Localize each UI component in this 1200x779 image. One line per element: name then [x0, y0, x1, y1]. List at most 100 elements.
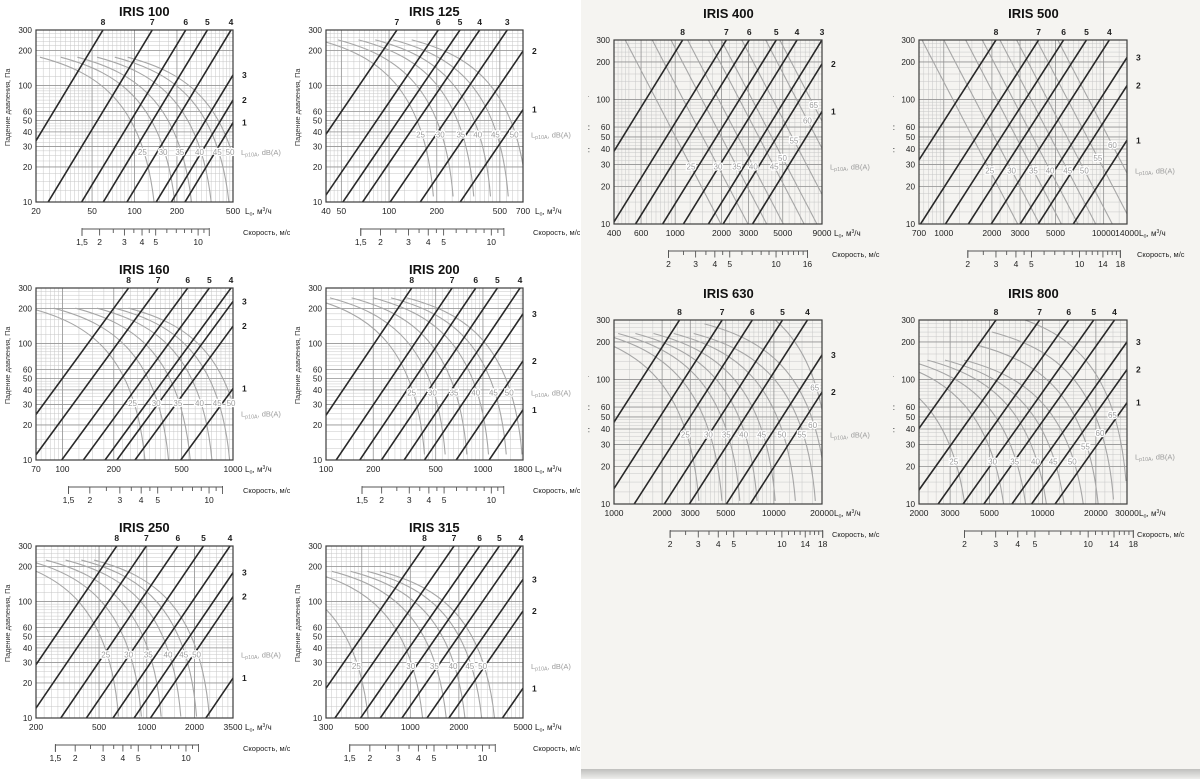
damper-position-label: 5: [1084, 27, 1089, 37]
velocity-tick-label: 2: [666, 259, 671, 269]
y-tick-label: 20: [601, 183, 611, 192]
damper-position-label: 1: [532, 405, 537, 415]
chart-title: IRIS 160: [119, 262, 170, 277]
damper-position-label: 5: [495, 275, 500, 285]
damper-position-label: 2: [532, 356, 537, 366]
damper-position-lines: [614, 320, 822, 504]
x-tick-label: 500: [493, 206, 507, 216]
velocity-tick-label: 2: [97, 237, 102, 247]
noise-level-label: 40: [164, 651, 173, 660]
pressure-axis-label: Падение давления, Па: [3, 68, 12, 147]
noise-level-label: 25: [687, 162, 696, 171]
x-tick-label: 2000: [449, 722, 468, 732]
noise-level-label: 55: [1093, 154, 1102, 163]
damper-position-label: 5: [497, 533, 502, 543]
noise-level-label: 30: [159, 148, 168, 157]
y-tick-label: 30: [906, 441, 916, 450]
noise-level-label: 65: [809, 101, 818, 110]
noise-unit-label: Lp10A, dB(A): [241, 410, 281, 421]
y-tick-label: 50: [23, 633, 33, 642]
noise-unit-label: Lp10A, dB(A): [531, 130, 571, 141]
x-tick-label: 50: [337, 206, 347, 216]
noise-level-label: 60: [1096, 429, 1105, 438]
velocity-tick-label: 1,5: [356, 495, 368, 505]
x-tick-label: 100: [127, 206, 141, 216]
plot-border: [325, 287, 524, 461]
velocity-tick-label: 5: [441, 237, 446, 247]
x-tick-label: 3000: [681, 508, 700, 518]
damper-position-label: 7: [150, 17, 155, 27]
y-tick-label: 10: [23, 456, 33, 465]
damper-position-label: 4: [1112, 307, 1117, 317]
damper-position-label: 7: [450, 275, 455, 285]
x-tick-label: 3000: [1011, 228, 1030, 238]
velocity-tick-label: 5: [432, 753, 437, 763]
y-tick-label: 40: [906, 145, 916, 154]
velocity-tick-label: 10: [478, 753, 488, 763]
velocity-tick-label: 4: [716, 539, 721, 549]
plot-border: [325, 545, 524, 719]
velocity-tick-label: 5: [731, 539, 736, 549]
y-tick-label: 100: [308, 82, 322, 91]
noise-level-label: 55: [789, 136, 798, 145]
velocity-ruler: [967, 250, 1121, 258]
damper-position-label: 1: [1136, 398, 1141, 408]
noise-level-label: 30: [436, 130, 445, 139]
damper-position-lines: [919, 40, 1127, 224]
velocity-axis-label: Скорость, м/с: [1137, 530, 1185, 539]
noise-level-label: 55: [1081, 442, 1090, 451]
noise-level-label: 45: [213, 148, 222, 157]
damper-position-lines: [919, 320, 1127, 504]
chart-iris-250: 8 7 6 5 4 3 2 1 25 30 35 40 45 50 Lp10A, dB(A) 10 20 30 40…: [0, 516, 290, 774]
x-tick-label: 1000: [666, 228, 685, 238]
velocity-tick-label: 14: [1098, 259, 1108, 269]
damper-position-label: 4: [1107, 27, 1112, 37]
x-tick-label: 20: [31, 206, 41, 216]
pressure-axis-label: Падение давления, Па: [588, 83, 590, 162]
damper-position-label: 7: [724, 27, 729, 37]
y-tick-label: 50: [313, 375, 323, 384]
velocity-tick-label: 3: [122, 237, 127, 247]
velocity-axis-label: Скорость, м/с: [243, 228, 290, 237]
damper-position-label: 2: [532, 46, 537, 56]
y-tick-label: 60: [601, 403, 611, 412]
x-tick-label: 400: [607, 228, 621, 238]
x-tick-label: 200: [107, 464, 121, 474]
x-tick-label: 200: [430, 206, 444, 216]
velocity-axis-label: Скорость, м/с: [1137, 250, 1185, 259]
noise-level-label: 45: [213, 399, 222, 408]
y-tick-label: 60: [313, 365, 323, 374]
log-grid: [918, 40, 1127, 225]
noise-level-label: 45: [489, 388, 498, 397]
x-tick-label: 40: [321, 206, 331, 216]
noise-level-label: 40: [195, 399, 204, 408]
y-tick-label: 20: [23, 163, 33, 172]
damper-position-label: 2: [532, 606, 537, 616]
plot-border: [35, 545, 234, 719]
plot-border: [35, 287, 234, 461]
velocity-tick-label: 5: [727, 259, 732, 269]
x-tick-label: 2000: [910, 508, 929, 518]
x-tick-label: 500: [175, 464, 189, 474]
flow-axis-label: Lo, м3/ч: [245, 723, 272, 734]
noise-level-label: 30: [428, 388, 437, 397]
velocity-tick-label: 10: [1075, 259, 1085, 269]
y-tick-label: 20: [313, 679, 323, 688]
y-tick-label: 60: [313, 623, 323, 632]
y-tick-label: 10: [23, 714, 33, 723]
y-tick-label: 60: [313, 107, 323, 116]
x-tick-label: 1000: [473, 464, 492, 474]
noise-level-label: 30: [124, 651, 133, 660]
noise-level-label: 25: [407, 388, 416, 397]
damper-position-lines: [36, 288, 233, 460]
y-tick-label: 100: [18, 598, 32, 607]
damper-position-label: 1: [831, 107, 836, 117]
y-tick-label: 100: [596, 375, 610, 384]
noise-level-label: 45: [465, 662, 474, 671]
chart-iris-160: 8 7 6 5 4 3 2 1 25 30 35 40 45 50 Lp10A, dB(A) 10 20 30 40…: [0, 258, 290, 516]
velocity-tick-label: 18: [1116, 259, 1126, 269]
damper-position-label: 8: [994, 27, 999, 37]
velocity-tick-label: 4: [1015, 539, 1020, 549]
